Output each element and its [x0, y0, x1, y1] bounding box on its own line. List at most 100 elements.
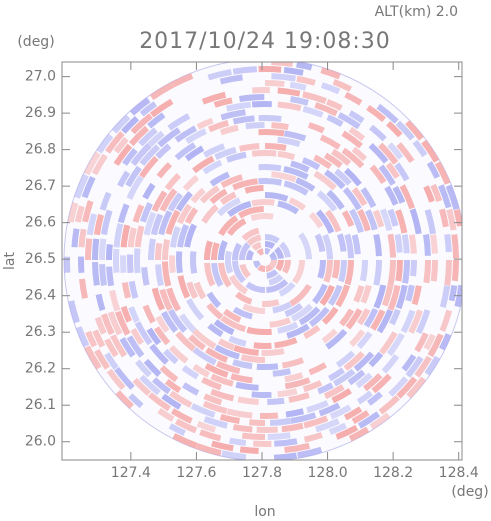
echo-cell: [206, 302, 224, 320]
echo-cell: [285, 408, 304, 418]
echo-cell: [268, 274, 284, 286]
echo-cell: [190, 187, 206, 204]
echo-cell: [439, 309, 453, 332]
echo-cell: [135, 359, 152, 378]
echo-cell: [164, 173, 181, 191]
echo-cell: [206, 291, 222, 309]
echo-cell: [151, 287, 165, 311]
echo-cell: [214, 146, 237, 160]
echo-cell: [345, 308, 363, 330]
echo-cell: [343, 406, 363, 421]
echo-cell: [363, 373, 383, 392]
echo-cell: [281, 357, 304, 369]
echo-cell: [210, 242, 220, 260]
echo-cell: [373, 260, 382, 286]
echo-cell: [175, 191, 193, 212]
echo-cell: [444, 234, 452, 253]
echo-cell: [184, 223, 197, 248]
echo-cell: [266, 279, 289, 293]
echo-cell: [357, 308, 371, 326]
echo-cell: [114, 367, 135, 390]
altitude-label: ALT(km) 2.0: [375, 4, 458, 20]
echo-cell: [201, 204, 219, 224]
echo-cell: [326, 99, 343, 111]
echo-cell: [201, 91, 227, 105]
echo-cell: [139, 144, 161, 166]
y-tick-label: 26.3: [25, 324, 56, 340]
echo-cell: [414, 355, 432, 378]
echo-cell: [298, 232, 312, 260]
echo-cell: [79, 278, 88, 299]
echo-cell: [256, 426, 278, 433]
echo-cell: [332, 368, 356, 387]
echo-cell: [405, 355, 424, 378]
echo-cell: [202, 159, 223, 175]
echo-cell: [101, 313, 115, 336]
echo-cell: [395, 284, 408, 310]
echo-cell: [139, 374, 161, 396]
x-unit: (deg): [451, 484, 488, 500]
echo-cell: [290, 160, 310, 173]
echo-cell: [218, 215, 239, 236]
echo-cell: [132, 204, 145, 223]
echo-cell: [344, 233, 354, 259]
y-tick-label: 26.9: [25, 105, 56, 121]
echo-cell: [115, 390, 134, 409]
x-tick-label: 127.8: [242, 465, 282, 481]
echo-cell: [218, 262, 232, 288]
echo-cell: [256, 248, 264, 256]
echo-cell: [203, 393, 223, 406]
echo-cell: [373, 284, 387, 309]
echo-cell: [74, 205, 85, 223]
echo-cell: [325, 329, 348, 350]
echo-cell: [319, 134, 341, 150]
echo-cell: [269, 260, 278, 269]
echo-cell: [250, 212, 274, 221]
echo-cell: [122, 148, 138, 166]
echo-cell: [325, 209, 342, 233]
echo-cell: [269, 251, 277, 260]
echo-cell: [109, 289, 121, 312]
echo-cell: [331, 148, 352, 166]
echo-cell: [196, 117, 214, 130]
echo-cell: [427, 333, 444, 358]
echo-cell: [245, 281, 265, 293]
echo-cell: [151, 190, 168, 212]
echo-cell: [126, 254, 134, 274]
echo-cell: [258, 178, 283, 186]
x-axis-label: lon: [254, 504, 275, 520]
echo-cell: [203, 416, 228, 429]
echo-cell: [224, 250, 234, 274]
echo-cell: [199, 429, 222, 442]
echo-cell: [387, 142, 404, 160]
echo-cell: [239, 264, 251, 279]
echo-cell: [155, 143, 172, 159]
echo-cell: [265, 142, 287, 151]
echo-cell: [277, 200, 300, 215]
echo-cell: [303, 415, 329, 429]
echo-cell: [396, 376, 418, 399]
echo-cell: [341, 210, 355, 227]
x-tick-label: 128.0: [308, 465, 348, 481]
echo-cell: [93, 214, 104, 236]
echo-cell: [267, 397, 285, 405]
echo-cell: [371, 373, 392, 394]
echo-cell: [320, 67, 341, 80]
echo-cell: [445, 184, 460, 210]
echo-cell: [104, 352, 119, 370]
echo-cell: [256, 363, 279, 371]
echo-cell: [239, 446, 259, 454]
echo-cell: [223, 308, 242, 323]
echo-cell: [423, 333, 436, 351]
echo-cell: [387, 208, 399, 227]
echo-cell: [344, 260, 355, 286]
echo-cell: [402, 260, 410, 284]
echo-cell: [439, 285, 451, 308]
echo-cell: [125, 165, 142, 188]
echo-cell: [369, 412, 391, 430]
echo-cell: [296, 75, 316, 86]
echo-cell: [430, 183, 443, 202]
echo-cell: [130, 328, 144, 346]
echo-cell: [357, 208, 371, 232]
